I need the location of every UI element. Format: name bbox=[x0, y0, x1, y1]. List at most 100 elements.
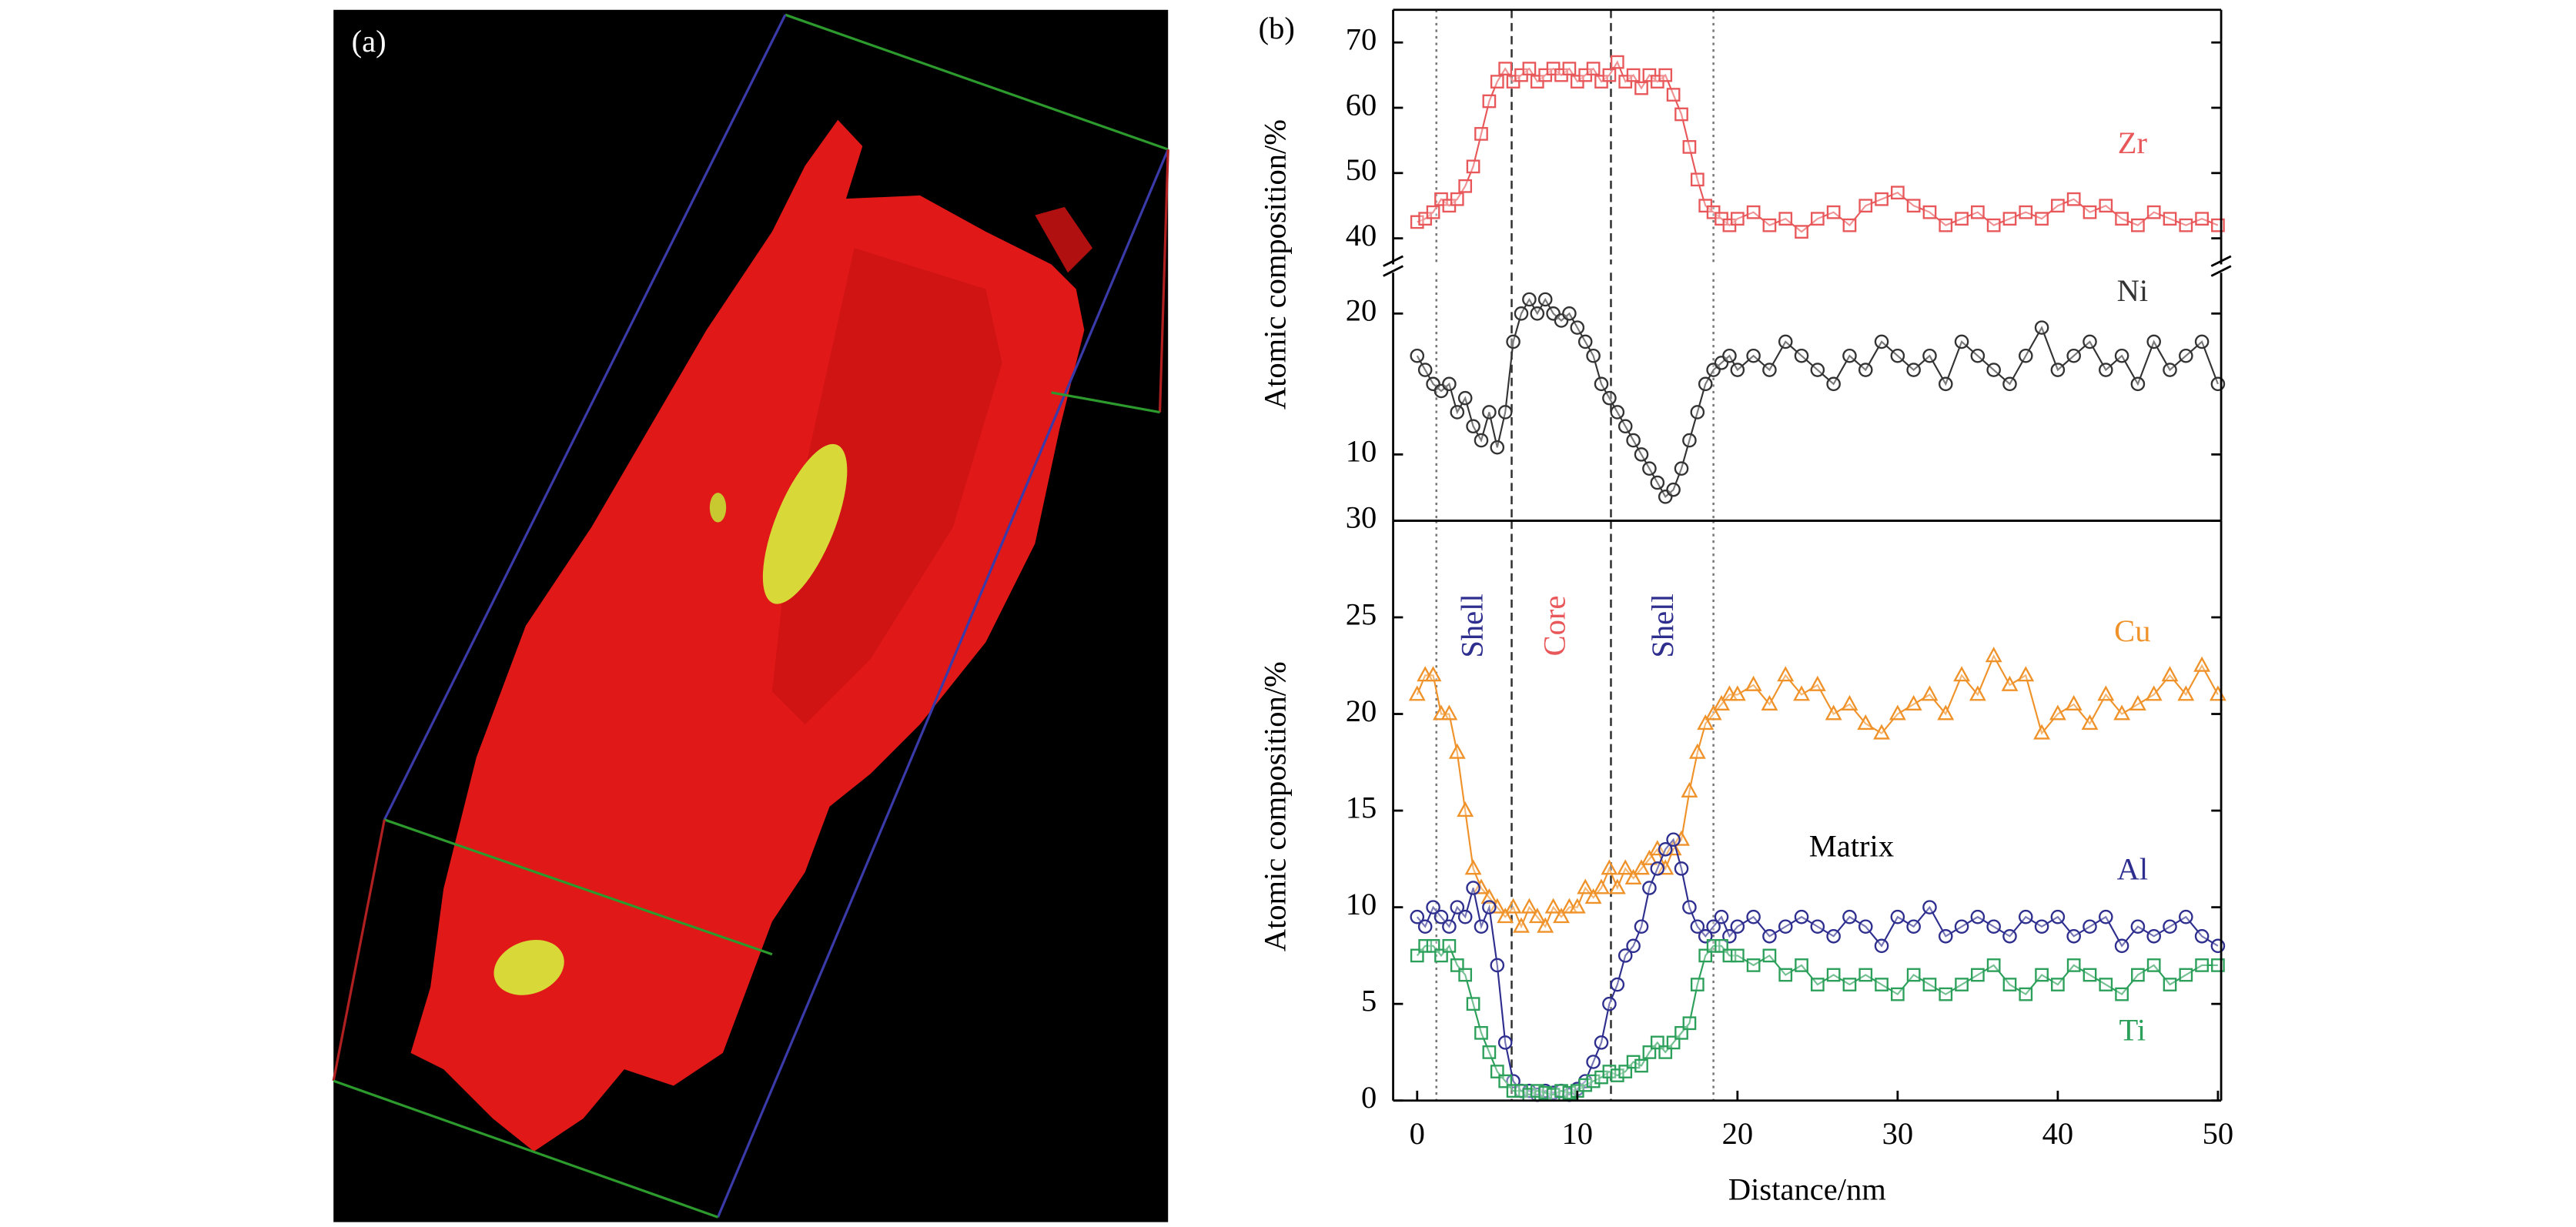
marker bbox=[2114, 348, 2129, 363]
marker bbox=[1891, 987, 1905, 1001]
marker bbox=[2018, 909, 2033, 924]
marker bbox=[1938, 376, 1953, 392]
marker bbox=[2002, 212, 2017, 226]
marker bbox=[2146, 334, 2161, 349]
marker bbox=[1568, 898, 1586, 914]
marker bbox=[1762, 218, 1777, 232]
marker bbox=[1448, 743, 1466, 759]
marker bbox=[1497, 1035, 1513, 1050]
marker bbox=[1761, 694, 1778, 710]
marker bbox=[1826, 928, 1841, 944]
marker bbox=[2002, 978, 2017, 991]
marker bbox=[1458, 968, 1473, 982]
marker bbox=[2002, 928, 2017, 944]
marker bbox=[1482, 94, 1497, 109]
marker bbox=[1777, 666, 1795, 682]
marker bbox=[1497, 908, 1514, 924]
panel-label: (b) bbox=[1259, 11, 1295, 45]
marker bbox=[1682, 900, 1697, 914]
marker bbox=[1634, 447, 1649, 462]
y-tick-label: 15 bbox=[1346, 790, 1377, 824]
marker bbox=[1826, 376, 1841, 392]
box-edge bbox=[383, 818, 773, 956]
box-edge bbox=[1158, 149, 1169, 413]
marker bbox=[1562, 306, 1577, 321]
x-tick-label: 20 bbox=[1722, 1116, 1754, 1151]
marker bbox=[1553, 908, 1570, 924]
marker bbox=[1544, 898, 1562, 914]
marker bbox=[1705, 704, 1722, 720]
marker bbox=[1690, 978, 1705, 991]
marker bbox=[1488, 898, 1506, 914]
marker bbox=[1490, 958, 1505, 973]
marker bbox=[1480, 888, 1498, 904]
marker bbox=[1682, 140, 1697, 154]
marker bbox=[2114, 938, 2129, 954]
y-tick-label: 40 bbox=[1346, 218, 1377, 252]
marker bbox=[1474, 127, 1488, 141]
marker bbox=[1466, 881, 1480, 895]
marker bbox=[1939, 987, 1953, 1001]
marker bbox=[1530, 306, 1545, 321]
marker bbox=[2019, 987, 2033, 1001]
marker bbox=[2002, 376, 2017, 392]
marker bbox=[1410, 909, 1425, 924]
series-line bbox=[1416, 654, 2219, 929]
marker bbox=[2050, 909, 2066, 924]
marker bbox=[1666, 88, 1681, 102]
marker bbox=[1674, 861, 1689, 876]
marker bbox=[2131, 218, 2145, 232]
marker bbox=[1953, 666, 1970, 682]
marker bbox=[2066, 958, 2081, 972]
marker bbox=[2130, 376, 2146, 392]
marker bbox=[2083, 968, 2097, 982]
marker bbox=[1985, 647, 2002, 663]
marker bbox=[2115, 987, 2129, 1001]
series-label: Cu bbox=[2114, 614, 2150, 648]
yellow-speck bbox=[709, 493, 727, 523]
marker bbox=[1825, 704, 1842, 720]
marker bbox=[1794, 909, 1809, 924]
marker bbox=[1562, 62, 1577, 75]
marker bbox=[1417, 363, 1433, 377]
marker bbox=[1466, 419, 1480, 434]
marker bbox=[2179, 909, 2193, 924]
marker bbox=[1610, 405, 1625, 420]
marker bbox=[1681, 781, 1698, 797]
marker bbox=[2163, 212, 2177, 226]
marker bbox=[1474, 919, 1489, 934]
marker bbox=[1497, 405, 1513, 420]
marker bbox=[1593, 878, 1610, 894]
marker bbox=[1922, 348, 1937, 363]
marker bbox=[2081, 714, 2099, 731]
marker bbox=[1682, 1016, 1697, 1031]
marker bbox=[2099, 363, 2113, 377]
marker bbox=[1537, 292, 1553, 307]
marker bbox=[2145, 685, 2163, 701]
marker bbox=[1442, 376, 1457, 392]
marker bbox=[1970, 348, 1986, 363]
marker bbox=[1641, 849, 1658, 865]
marker bbox=[1417, 919, 1433, 934]
x-tick-label: 30 bbox=[1882, 1116, 1914, 1151]
y-axis-label: Atomic composition/% bbox=[1257, 119, 1292, 410]
marker bbox=[1874, 334, 1889, 349]
marker bbox=[1795, 958, 1808, 972]
marker bbox=[1657, 859, 1674, 875]
series-label: Al bbox=[2117, 851, 2149, 886]
marker bbox=[2179, 968, 2193, 982]
marker bbox=[1890, 348, 1905, 363]
marker bbox=[1697, 714, 1715, 731]
marker bbox=[1938, 928, 1953, 944]
y-tick-label: 10 bbox=[1346, 887, 1377, 921]
y-tick-label: 25 bbox=[1346, 597, 1377, 631]
marker bbox=[1762, 948, 1777, 963]
marker bbox=[1793, 685, 1810, 701]
marker bbox=[1528, 908, 1546, 924]
marker bbox=[1586, 1055, 1601, 1069]
annotation: Matrix bbox=[1809, 829, 1894, 864]
marker bbox=[1875, 192, 1889, 206]
x-tick-label: 40 bbox=[2042, 1116, 2074, 1151]
marker bbox=[1658, 842, 1673, 857]
marker bbox=[1857, 714, 1875, 731]
